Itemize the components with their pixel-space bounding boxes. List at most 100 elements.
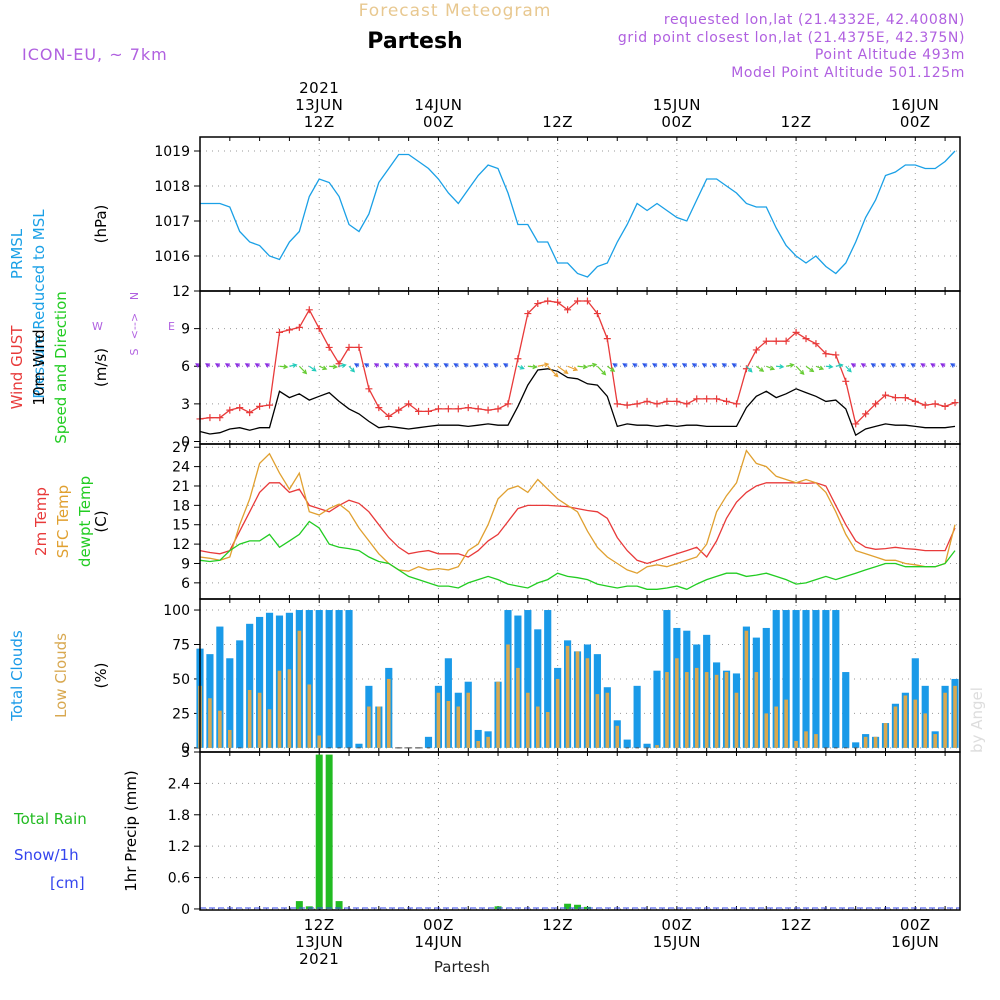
wind-arrow-head bbox=[691, 363, 697, 368]
time-axis-label: 12Z bbox=[542, 916, 573, 934]
wind-arrow-head bbox=[363, 363, 370, 368]
wind-arrow bbox=[547, 365, 559, 377]
wind-arrow bbox=[766, 365, 775, 370]
wind-arrow-head bbox=[292, 363, 298, 368]
wind-arrow-head bbox=[828, 364, 834, 370]
gust-marker bbox=[415, 407, 423, 415]
wind-arrow-head bbox=[910, 363, 916, 368]
gust-marker bbox=[752, 346, 760, 354]
gust-marker bbox=[275, 328, 283, 336]
wind-arrow-head bbox=[383, 363, 389, 368]
wind-arrow-head bbox=[302, 369, 308, 375]
wind-arrow-head bbox=[779, 364, 785, 370]
low-cloud-bar bbox=[784, 699, 788, 748]
compass-legend: <--> bbox=[128, 313, 141, 339]
gust-marker bbox=[772, 337, 780, 345]
wind-arrow-head bbox=[818, 365, 825, 371]
time-axis-label: 00Z bbox=[661, 113, 692, 131]
wind-arrow bbox=[745, 365, 753, 373]
gust-marker bbox=[305, 306, 313, 314]
wind-arrow-head bbox=[652, 363, 658, 368]
low-cloud-bar bbox=[804, 731, 808, 748]
wind-arrow-head bbox=[205, 363, 211, 368]
axis-label-line: Total Clouds bbox=[8, 630, 26, 722]
gust-marker bbox=[941, 402, 949, 410]
low-cloud-bar bbox=[893, 706, 898, 748]
low-cloud-bar bbox=[317, 735, 322, 748]
low-cloud-bar bbox=[675, 658, 679, 748]
wind-arrow-head bbox=[563, 369, 569, 375]
time-axis-label: 12Z bbox=[542, 113, 573, 131]
wind-arrow-head bbox=[681, 363, 687, 368]
model-label: ICON-EU, ~ 7km bbox=[22, 45, 168, 64]
y-tick-label: 21 bbox=[172, 479, 190, 495]
y-tick-label: 3 bbox=[181, 397, 190, 413]
time-axis-label: 15JUN bbox=[653, 933, 701, 951]
wind-arrow-head bbox=[483, 363, 489, 368]
wind-arrow-head bbox=[838, 363, 844, 368]
low-cloud-bar bbox=[615, 725, 620, 748]
gust-marker bbox=[285, 326, 293, 334]
wind-arrow bbox=[587, 363, 597, 367]
wind-arrow-head bbox=[809, 367, 815, 373]
wind-arrow bbox=[805, 365, 814, 372]
gust-marker bbox=[494, 405, 502, 413]
wind-arrow-head bbox=[920, 363, 926, 368]
low-cloud-bar bbox=[575, 651, 580, 748]
total-cloud-bar bbox=[643, 743, 651, 748]
axis-label-line: dewpt Temp bbox=[76, 476, 94, 567]
y-tick-label: 6 bbox=[181, 359, 190, 375]
wind-arrow bbox=[606, 365, 615, 372]
wind-arrow-head bbox=[940, 363, 946, 368]
wind-arrow-head bbox=[799, 370, 805, 375]
wind-arrow bbox=[577, 365, 587, 368]
wind-arrow-head bbox=[519, 365, 525, 370]
time-axis-label: 12Z bbox=[304, 916, 335, 934]
axis-label-line: (m/s) bbox=[92, 348, 110, 387]
time-axis-label: 13JUN bbox=[295, 933, 343, 951]
wind-arrow-head bbox=[413, 363, 419, 368]
total-cloud-bar bbox=[842, 672, 850, 748]
wind-arrow-head bbox=[311, 366, 317, 372]
info-line: requested lon,lat (21.4332E, 42.4008N) bbox=[664, 12, 965, 28]
wind-arrow-head bbox=[870, 363, 876, 368]
wind-arrow-head bbox=[493, 363, 499, 368]
rain-bar bbox=[315, 754, 323, 909]
time-axis-label: 00Z bbox=[661, 916, 692, 934]
total-cloud-bar bbox=[236, 640, 244, 748]
info-line: Model Point Altitude 501.125m bbox=[731, 65, 965, 81]
y-tick-label: 3 bbox=[181, 745, 190, 761]
bottom-location-label: Partesh bbox=[434, 958, 490, 976]
gust-marker bbox=[514, 355, 522, 363]
y-tick-label: 1016 bbox=[154, 249, 190, 265]
wind-arrow-head bbox=[423, 363, 429, 368]
wind-arrow-head bbox=[403, 363, 409, 368]
low-cloud-bar bbox=[516, 667, 520, 748]
total-cloud-bar bbox=[812, 610, 820, 748]
gust-marker bbox=[574, 297, 582, 305]
y-tick-label: 18 bbox=[172, 498, 190, 514]
gust-marker bbox=[603, 335, 611, 343]
gust-marker bbox=[444, 405, 452, 413]
low-cloud-bar bbox=[367, 706, 371, 748]
y-tick-label: 12 bbox=[172, 537, 190, 553]
low-cloud-bar bbox=[545, 712, 550, 748]
credit-label: by Angel bbox=[968, 687, 986, 753]
gust-marker bbox=[693, 395, 701, 403]
wind-arrow-head bbox=[592, 362, 598, 368]
wind-arrow-head bbox=[721, 363, 727, 368]
total-cloud-bar bbox=[623, 739, 631, 748]
panel-wind: 0 3 6 9 12 Wind GUST 10m Wind Speed and Directi… bbox=[8, 284, 961, 450]
wind-arrow-head bbox=[860, 363, 866, 368]
low-cloud-bar bbox=[506, 644, 510, 748]
axis-label-line: Wind GUST bbox=[8, 325, 26, 410]
y-tick-label: 9 bbox=[181, 556, 190, 572]
gust-marker bbox=[424, 407, 432, 415]
gust-marker bbox=[206, 414, 214, 422]
wind-arrow-head bbox=[747, 367, 753, 373]
low-cloud-bar bbox=[923, 713, 928, 748]
low-cloud-bar bbox=[287, 669, 292, 748]
axis-label-line: PRMSL bbox=[8, 228, 26, 279]
wind-arrow-head bbox=[642, 363, 648, 368]
total-cloud-bar bbox=[633, 685, 641, 748]
